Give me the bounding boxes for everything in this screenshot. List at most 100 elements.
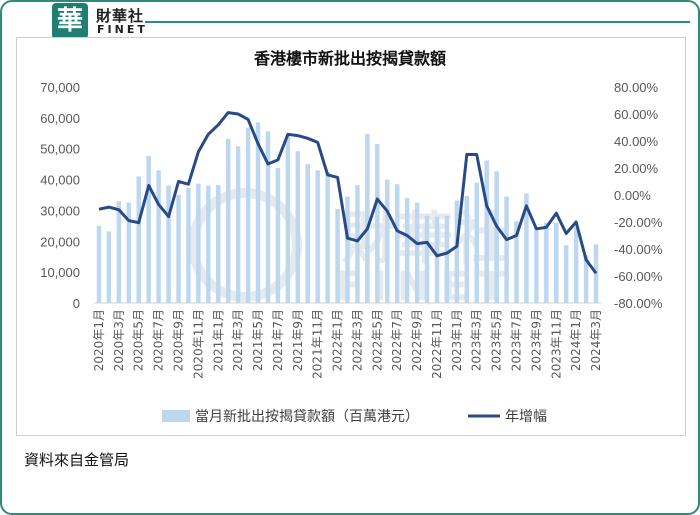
bar-29 [375, 144, 380, 303]
bar-9 [176, 195, 181, 303]
growth-line [98, 111, 598, 275]
bar-39 [474, 182, 479, 303]
header-divider [145, 21, 690, 23]
bar-19 [275, 167, 281, 303]
legend-swatch-bars [162, 410, 190, 422]
bar-14 [225, 138, 231, 303]
x-tick-label: 2021年7月 [271, 309, 285, 371]
x-tick-label: 2024年3月 [589, 309, 603, 371]
x-tick-label: 2020年5月 [132, 309, 146, 371]
bar-4 [126, 202, 132, 303]
y-left-tick: 70,000 [40, 80, 80, 95]
chart-title: 香港樓市新批出按揭貸款額 [253, 49, 446, 68]
bar-43 [514, 221, 519, 303]
bar-50 [583, 255, 589, 303]
bar-18 [265, 131, 271, 303]
x-tick-label: 2023年9月 [529, 309, 543, 371]
x-tick-label: 2022年9月 [410, 309, 424, 371]
bar-13 [216, 185, 221, 303]
bar-44 [524, 193, 529, 303]
bar-47 [554, 222, 559, 303]
y-right-tick: 40.00% [614, 134, 659, 149]
bar-1 [96, 225, 102, 303]
logo-name-cn: 財華社 [96, 7, 145, 25]
bar-28 [365, 133, 370, 303]
x-tick-label: 2020年11月 [191, 309, 205, 379]
bar-10 [186, 187, 191, 303]
x-tick-label: 2022年7月 [390, 309, 404, 371]
bar-11 [196, 183, 201, 303]
bar-15 [235, 146, 241, 303]
bar-8 [166, 185, 171, 303]
bar-20 [285, 135, 291, 303]
bar-49 [573, 226, 579, 303]
legend-label-line: 年增幅 [505, 409, 547, 425]
bar-35 [434, 216, 440, 303]
bar-3 [116, 201, 122, 303]
x-tick-label: 2023年7月 [510, 309, 524, 371]
logo-name-en: FINET [97, 23, 148, 36]
source-note: 資料來自金管局 [24, 451, 130, 469]
x-tick-label: 2020年3月 [112, 309, 126, 371]
x-tick-label: 2022年5月 [370, 309, 384, 371]
y-right-tick: -80.00% [614, 296, 663, 311]
y-left-tick: 40,000 [40, 173, 80, 188]
bar-37 [454, 200, 460, 303]
y-right-tick: 0.00% [614, 188, 651, 203]
y-left-tick: 0 [73, 296, 80, 311]
bar-23 [315, 170, 320, 303]
bar-22 [305, 164, 310, 303]
x-tick-label: 2022年11月 [430, 309, 444, 379]
x-tick-label: 2020年9月 [172, 309, 186, 371]
bar-30 [385, 179, 390, 303]
logo-badge: 華 [52, 3, 88, 39]
bar-5 [136, 176, 141, 303]
y-left-tick: 10,000 [40, 265, 80, 280]
bar-41 [494, 171, 499, 303]
bar-25 [335, 208, 340, 303]
x-tick-label: 2020年7月 [152, 309, 166, 371]
bar-38 [464, 195, 470, 303]
x-tick-label: 2021年3月 [231, 309, 245, 371]
x-tick-label: 2022年1月 [331, 309, 345, 371]
bar-27 [355, 185, 360, 303]
x-tick-label: 2022年3月 [350, 309, 364, 371]
bar-24 [325, 171, 330, 303]
x-tick-label: 2020年1月 [92, 309, 106, 371]
x-tick-label: 2021年11月 [311, 309, 325, 379]
bar-34 [424, 215, 430, 303]
y-left-tick: 60,000 [40, 111, 80, 126]
bar-31 [394, 184, 400, 303]
x-tick-label: 2021年9月 [291, 309, 305, 371]
bar-51 [593, 244, 599, 303]
y-left-tick: 30,000 [40, 203, 80, 218]
x-tick-label: 2023年1月 [450, 309, 464, 371]
y-left-tick: 20,000 [40, 234, 80, 249]
bar-45 [534, 228, 539, 303]
bar-12 [206, 185, 211, 303]
bar-26 [345, 196, 350, 303]
bar-17 [255, 122, 261, 303]
bar-33 [414, 202, 420, 303]
bar-32 [404, 198, 410, 303]
legend-label-bars: 當月新批出按揭貸款額（百萬港元） [195, 409, 419, 425]
bar-46 [544, 222, 549, 303]
x-tick-label: 2023年11月 [549, 309, 563, 379]
x-tick-label: 2023年5月 [490, 309, 504, 371]
bar-2 [106, 231, 112, 303]
x-tick-label: 2024年1月 [569, 309, 583, 371]
bar-16 [245, 127, 251, 303]
bar-40 [484, 160, 489, 303]
x-tick-label: 2021年5月 [251, 309, 265, 371]
y-right-tick: -40.00% [614, 242, 663, 257]
bar-36 [444, 215, 450, 303]
bar-7 [156, 170, 161, 303]
y-right-tick: 20.00% [614, 161, 659, 176]
x-tick-label: 2021年1月 [211, 309, 225, 371]
x-tick-label: 2023年3月 [470, 309, 484, 371]
y-right-tick: -20.00% [614, 215, 663, 230]
y-right-tick: 80.00% [614, 80, 659, 95]
y-left-tick: 50,000 [40, 142, 80, 157]
bar-48 [563, 245, 569, 303]
